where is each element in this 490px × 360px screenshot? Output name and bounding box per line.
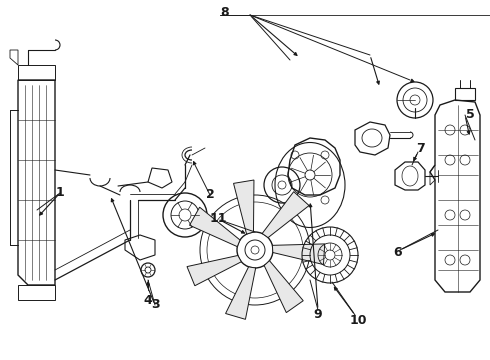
Polygon shape <box>264 261 303 312</box>
Text: 4: 4 <box>144 293 152 306</box>
Text: 5: 5 <box>466 108 474 122</box>
Text: 1: 1 <box>56 186 64 199</box>
Polygon shape <box>225 267 256 319</box>
Text: 2: 2 <box>206 189 215 202</box>
Text: 3: 3 <box>151 298 159 311</box>
Polygon shape <box>262 192 309 238</box>
Text: 11: 11 <box>209 211 227 225</box>
Text: 6: 6 <box>393 246 402 258</box>
Text: 10: 10 <box>349 314 367 327</box>
Polygon shape <box>187 256 242 286</box>
Text: 7: 7 <box>416 141 424 154</box>
Polygon shape <box>272 244 325 265</box>
Polygon shape <box>234 180 254 234</box>
Text: 9: 9 <box>314 309 322 321</box>
Text: 8: 8 <box>220 5 229 18</box>
Polygon shape <box>190 207 240 247</box>
